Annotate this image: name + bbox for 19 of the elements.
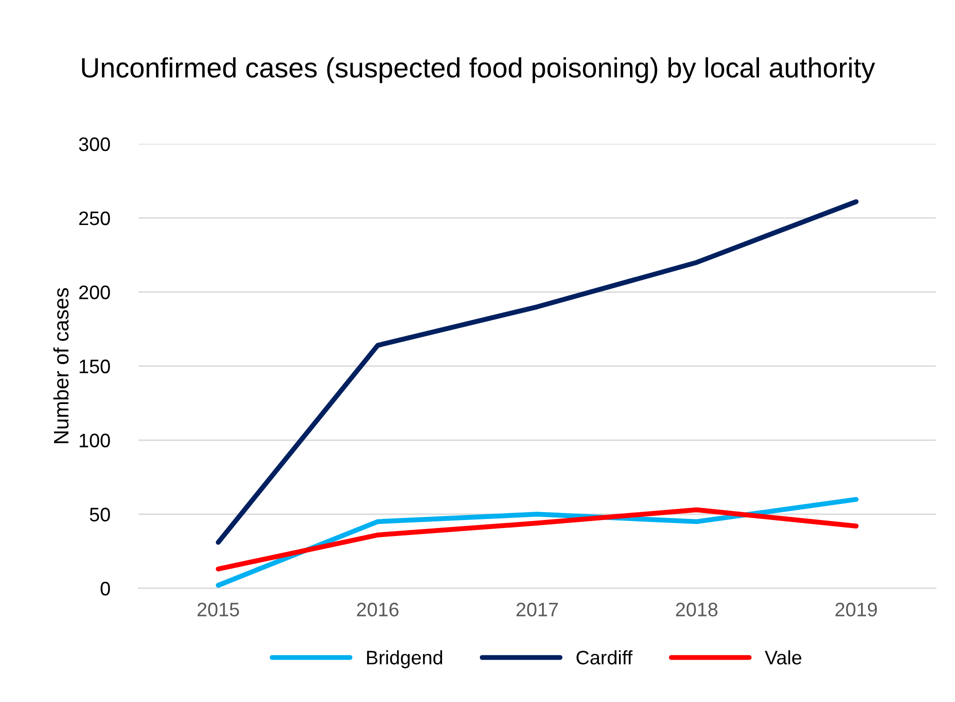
x-tick-label: 2017 (516, 602, 558, 616)
y-tick-label: 50 (90, 508, 110, 522)
legend-label: Bridgend (367, 650, 442, 668)
line-series (216, 507, 859, 572)
line-series (216, 199, 859, 545)
x-tick-label: 2019 (836, 602, 877, 616)
y-tick-label: 150 (80, 360, 110, 374)
x-tick-label: 2016 (357, 602, 398, 616)
chart-title: Unconfirmed cases (suspected food poisoning) by local authority (82, 57, 876, 84)
x-tick-label: 2018 (676, 602, 718, 616)
y-tick-label: 250 (79, 211, 110, 226)
y-tick-label: 200 (79, 286, 110, 300)
y-tick-label: 300 (79, 137, 110, 152)
y-tick-label: 100 (80, 434, 110, 448)
legend-label: Cardiff (576, 650, 633, 664)
legend-label: Vale (764, 650, 802, 664)
y-axis-title: Number of cases (53, 288, 69, 444)
x-tick-label: 2015 (198, 602, 240, 616)
y-tick-label: 0 (100, 582, 110, 596)
